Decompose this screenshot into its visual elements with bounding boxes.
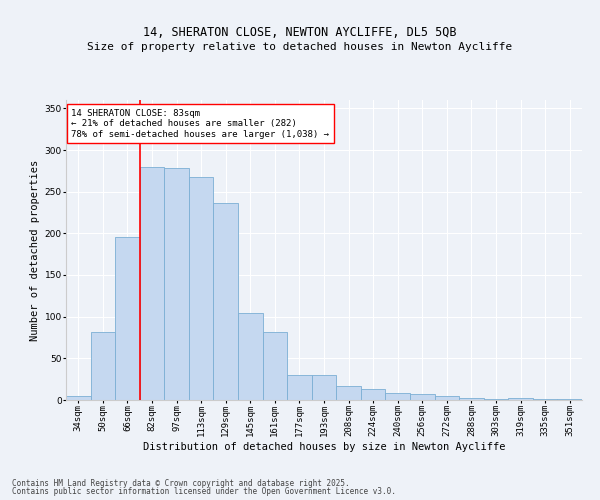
Bar — [410, 394, 434, 400]
Bar — [459, 398, 484, 400]
Bar — [533, 399, 557, 400]
Bar — [557, 399, 582, 400]
Bar — [214, 202, 238, 400]
Bar — [312, 375, 336, 400]
Bar — [140, 166, 164, 400]
Bar — [115, 236, 140, 400]
Text: 14 SHERATON CLOSE: 83sqm
← 21% of detached houses are smaller (282)
78% of semi-: 14 SHERATON CLOSE: 83sqm ← 21% of detach… — [71, 109, 329, 139]
Bar — [238, 312, 263, 400]
Bar — [263, 332, 287, 400]
Y-axis label: Number of detached properties: Number of detached properties — [31, 160, 40, 340]
Text: Size of property relative to detached houses in Newton Aycliffe: Size of property relative to detached ho… — [88, 42, 512, 52]
Text: Contains public sector information licensed under the Open Government Licence v3: Contains public sector information licen… — [12, 487, 396, 496]
Text: 14, SHERATON CLOSE, NEWTON AYCLIFFE, DL5 5QB: 14, SHERATON CLOSE, NEWTON AYCLIFFE, DL5… — [143, 26, 457, 39]
Bar — [508, 398, 533, 400]
Text: Contains HM Land Registry data © Crown copyright and database right 2025.: Contains HM Land Registry data © Crown c… — [12, 478, 350, 488]
Bar — [66, 396, 91, 400]
Bar — [164, 168, 189, 400]
Bar — [434, 396, 459, 400]
Bar — [385, 394, 410, 400]
Bar — [91, 332, 115, 400]
Bar — [336, 386, 361, 400]
Bar — [287, 375, 312, 400]
X-axis label: Distribution of detached houses by size in Newton Aycliffe: Distribution of detached houses by size … — [143, 442, 505, 452]
Bar — [189, 176, 214, 400]
Bar — [361, 389, 385, 400]
Bar — [484, 399, 508, 400]
